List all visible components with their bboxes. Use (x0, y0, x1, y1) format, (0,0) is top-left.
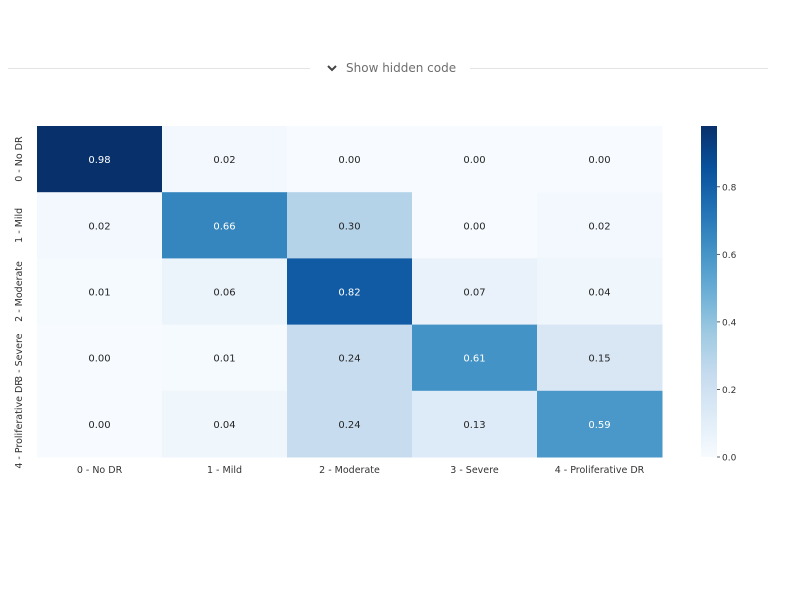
cell-value-label: 0.13 (463, 420, 485, 431)
show-hidden-code-button[interactable]: Show hidden code (326, 56, 456, 80)
heatmap-cell (412, 390, 538, 458)
heatmap-cell (537, 126, 663, 193)
cell-value-label: 0.66 (213, 221, 235, 232)
colorbar-tick-label: 0.0 (722, 454, 737, 464)
cell-value-label: 0.04 (213, 420, 235, 431)
cell-value-label: 0.02 (588, 221, 610, 232)
x-tick-label: 3 - Severe (450, 465, 499, 476)
heatmap-cell (37, 324, 163, 392)
heatmap-cell (287, 390, 413, 458)
cell-value-label: 0.24 (338, 420, 360, 431)
show-hidden-code-label: Show hidden code (346, 61, 457, 75)
cell-value-label: 0.06 (213, 288, 235, 299)
cell-value-label: 0.00 (463, 221, 485, 232)
heatmap-cell (162, 192, 288, 259)
cell-value-label: 0.00 (88, 420, 110, 431)
colorbar (701, 126, 717, 457)
heatmap-cell (412, 192, 538, 259)
heatmap-cell (287, 258, 413, 326)
cell-value-label: 0.07 (463, 288, 485, 299)
cell-value-label: 0.04 (588, 288, 610, 299)
cell-value-label: 0.00 (338, 155, 360, 166)
heatmap-cell (412, 324, 538, 392)
heatmap-cell (37, 258, 163, 326)
x-tick-label: 2 - Moderate (319, 465, 380, 476)
heatmap-cell (287, 324, 413, 392)
cell-value-label: 0.30 (338, 221, 360, 232)
chevron-down-icon (326, 62, 338, 74)
hidden-code-toggle-bar: Show hidden code (8, 52, 768, 86)
cell-value-label: 0.24 (338, 354, 360, 365)
heatmap-cell (537, 192, 663, 259)
colorbar-tick-label: 0.2 (722, 386, 736, 396)
cell-value-label: 0.98 (88, 155, 110, 166)
y-tick-label: 2 - Moderate (14, 261, 25, 322)
divider-right (470, 68, 768, 69)
y-tick-label: 1 - Mild (14, 208, 25, 243)
cell-value-label: 0.15 (588, 354, 610, 365)
cell-value-label: 0.59 (588, 420, 610, 431)
heatmap-cell (37, 192, 163, 259)
confusion-matrix-heatmap: 0.98 0.02 0.00 0.00 0.000.02 0.66 0.30 0.00 0.02… (14, 126, 737, 476)
x-tick-label: 1 - Mild (207, 465, 242, 476)
cell-value-label: 0.01 (213, 354, 235, 365)
cell-value-label: 0.02 (213, 155, 235, 166)
y-tick-label: 3 - Severe (14, 333, 25, 382)
heatmap-cell (537, 390, 663, 458)
x-tick-label: 0 - No DR (77, 465, 123, 476)
colorbar-tick-label: 0.4 (722, 318, 737, 328)
cell-value-label: 0.00 (588, 155, 610, 166)
heatmap-cell (537, 258, 663, 326)
heatmap-cell (162, 324, 288, 392)
cell-value-label: 0.02 (88, 221, 110, 232)
cell-value-label: 0.01 (88, 288, 110, 299)
heatmap-cell (162, 126, 288, 193)
heatmap-cell (162, 390, 288, 458)
heatmap-cell (537, 324, 663, 392)
heatmap-cell (412, 258, 538, 326)
heatmap-cell (162, 258, 288, 326)
cell-value-label: 0.61 (463, 354, 485, 365)
colorbar-tick-label: 0.8 (722, 183, 737, 193)
y-tick-label: 4 - Proliferative DR (14, 379, 25, 469)
cell-value-label: 0.82 (338, 288, 360, 299)
heatmap-cell (412, 126, 538, 193)
cell-value-label: 0.00 (88, 354, 110, 365)
x-tick-label: 4 - Proliferative DR (555, 465, 645, 476)
heatmap-cell (37, 390, 163, 458)
y-tick-label: 0 - No DR (14, 136, 25, 182)
colorbar-tick-label: 0.6 (722, 251, 737, 261)
divider-left (8, 68, 310, 69)
heatmap-cell (287, 126, 413, 193)
heatmap-cell (37, 126, 163, 193)
heatmap-cell (287, 192, 413, 259)
cell-value-label: 0.00 (463, 155, 485, 166)
